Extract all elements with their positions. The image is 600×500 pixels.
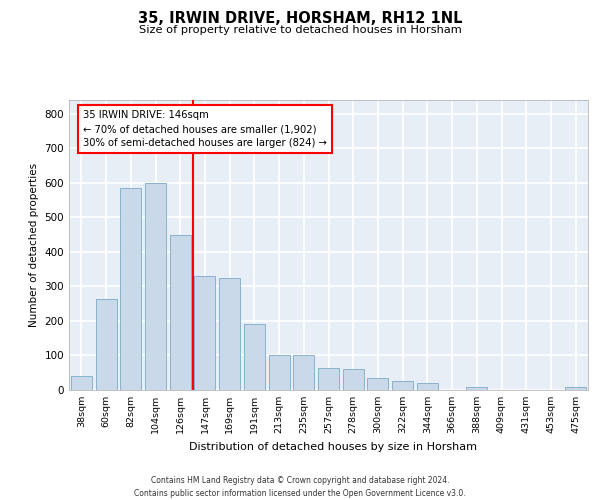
Y-axis label: Number of detached properties: Number of detached properties <box>29 163 39 327</box>
Bar <box>120 188 141 390</box>
Bar <box>318 368 339 390</box>
Bar <box>417 383 438 390</box>
Bar <box>343 370 364 390</box>
Bar <box>269 356 290 390</box>
Bar <box>466 386 487 390</box>
Bar <box>565 386 586 390</box>
Bar <box>293 356 314 390</box>
Bar <box>145 183 166 390</box>
Bar <box>367 378 388 390</box>
Text: Contains HM Land Registry data © Crown copyright and database right 2024.
Contai: Contains HM Land Registry data © Crown c… <box>134 476 466 498</box>
Text: 35 IRWIN DRIVE: 146sqm
← 70% of detached houses are smaller (1,902)
30% of semi-: 35 IRWIN DRIVE: 146sqm ← 70% of detached… <box>83 110 327 148</box>
Text: 35, IRWIN DRIVE, HORSHAM, RH12 1NL: 35, IRWIN DRIVE, HORSHAM, RH12 1NL <box>138 11 462 26</box>
Bar <box>71 376 92 390</box>
Bar <box>244 324 265 390</box>
Bar <box>95 298 116 390</box>
Bar <box>392 382 413 390</box>
Text: Size of property relative to detached houses in Horsham: Size of property relative to detached ho… <box>139 25 461 35</box>
Text: Distribution of detached houses by size in Horsham: Distribution of detached houses by size … <box>189 442 477 452</box>
Bar <box>170 234 191 390</box>
Bar <box>219 278 240 390</box>
Bar <box>194 276 215 390</box>
